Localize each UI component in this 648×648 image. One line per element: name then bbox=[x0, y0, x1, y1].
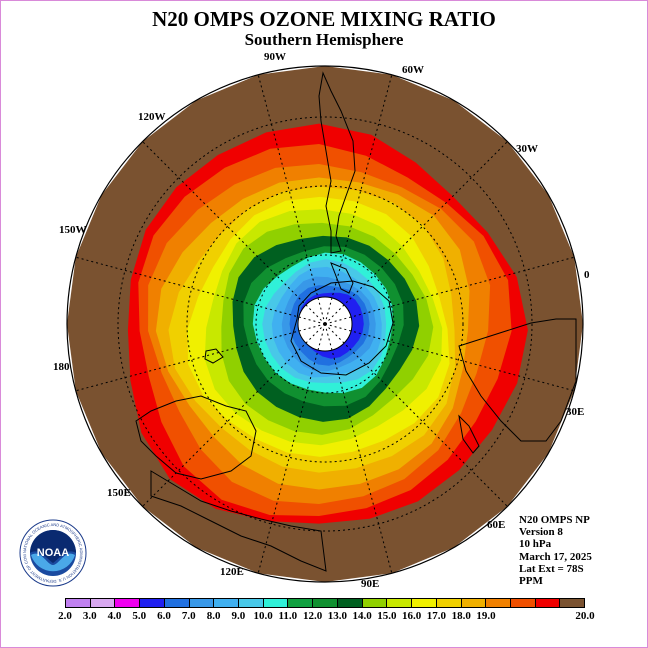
colorbar-tick-label: 13.0 bbox=[327, 610, 347, 622]
lon-label-150w: 150W bbox=[59, 224, 87, 236]
madagascar-coast bbox=[458, 414, 480, 454]
info-version: Version 8 bbox=[519, 526, 563, 539]
colorbar-tick-label: 16.0 bbox=[402, 610, 422, 622]
lon-label-60w: 60W bbox=[402, 64, 424, 76]
colorbar-swatch-17 bbox=[486, 599, 511, 607]
colorbar-swatch-9 bbox=[288, 599, 314, 607]
colorbar-swatch-20 bbox=[560, 599, 585, 607]
colorbar-swatch-19 bbox=[535, 599, 561, 607]
lon-label-30w: 30W bbox=[516, 143, 538, 155]
colorbar-tick-label: 4.0 bbox=[107, 610, 122, 622]
antarctica-coast bbox=[290, 280, 394, 376]
colorbar-swatch-11 bbox=[337, 599, 363, 607]
colorbar-swatch-8 bbox=[263, 599, 289, 607]
info-date: March 17, 2025 bbox=[519, 550, 592, 563]
indonesia-coast bbox=[150, 470, 327, 572]
colorbar-tick-label: 10.0 bbox=[253, 610, 273, 622]
latitude-circle-0 bbox=[255, 254, 395, 394]
colorbar-tick-label: 20.0 bbox=[575, 610, 595, 622]
lon-label-0: 0 bbox=[584, 269, 590, 281]
map-boundary bbox=[66, 65, 584, 583]
colorbar-tick-label: 19.0 bbox=[476, 610, 496, 622]
colorbar-swatch-16 bbox=[461, 599, 487, 607]
colorbar-ticks: 2.0 3.0 4.0 5.0 6.0 7.0 8.0 9.0 10.0 11.0 12.0 13.0… bbox=[1, 610, 647, 624]
lon-label-30e: 30E bbox=[566, 406, 585, 418]
map-title: N20 OMPS OZONE MIXING RATIO bbox=[152, 7, 496, 31]
latitude-circle-1 bbox=[186, 185, 464, 463]
colorbar-swatch-6 bbox=[214, 599, 240, 607]
colorbar-swatch-10 bbox=[313, 599, 338, 607]
colorbar-tick-label: 18.0 bbox=[451, 610, 471, 622]
colorbar-tick-label: 17.0 bbox=[426, 610, 447, 622]
info-units: PPM bbox=[519, 575, 543, 588]
lon-label-90w: 90W bbox=[264, 51, 286, 63]
colorbar-tick-label: 5.0 bbox=[132, 610, 147, 622]
new-zealand-coast bbox=[204, 348, 224, 364]
lon-label-180: 180 bbox=[53, 361, 70, 373]
map-subtitle: Southern Hemisphere bbox=[244, 30, 404, 49]
colorbar-tick-label: 9.0 bbox=[231, 610, 246, 622]
colorbar-swatch-14 bbox=[412, 599, 437, 607]
info-instrument: N20 OMPS NP bbox=[519, 514, 590, 526]
colorbar-swatch-3 bbox=[140, 599, 165, 607]
colorbar-swatch-13 bbox=[387, 599, 413, 607]
colorbar-swatch-4 bbox=[164, 599, 190, 607]
colorbar-swatch-18 bbox=[510, 599, 536, 607]
colorbar-tick-label: 14.0 bbox=[352, 610, 372, 622]
colorbar-tick-label: 8.0 bbox=[206, 610, 221, 622]
product-info: N20 OMPS NP Version 8 10 hPa March 17, 2… bbox=[519, 514, 592, 587]
colorbar-tick-label: 3.0 bbox=[82, 610, 97, 622]
colorbar bbox=[65, 598, 585, 608]
antarctic-peninsula bbox=[330, 262, 354, 294]
noaa-logo: NOAA NATIONAL OCEANIC AND ATMOSPHERIC AD… bbox=[19, 519, 87, 587]
latitude-circle-2 bbox=[117, 116, 533, 532]
colorbar-swatch-5 bbox=[189, 599, 215, 607]
colorbar-swatch-12 bbox=[362, 599, 388, 607]
colorbar-tick-label: 7.0 bbox=[181, 610, 196, 622]
lon-label-120w: 120W bbox=[138, 111, 166, 123]
colorbar-tick-label: 6.0 bbox=[157, 610, 171, 622]
lon-label-150e: 150E bbox=[107, 487, 131, 499]
colorbar-tick-label: 15.0 bbox=[377, 610, 397, 622]
lon-label-120e: 120E bbox=[220, 566, 244, 578]
lon-label-90e: 90E bbox=[361, 578, 380, 590]
colorbar-tick-label: 2.0 bbox=[58, 610, 72, 622]
colorbar-tick-label: 11.0 bbox=[278, 610, 298, 622]
info-lat-extent: Lat Ext = 78S bbox=[519, 562, 584, 575]
colorbar-tick-label: 12.0 bbox=[302, 610, 323, 622]
noaa-logo-text: NOAA bbox=[37, 547, 69, 559]
colorbar-swatch-0 bbox=[66, 599, 91, 607]
australia-coast bbox=[135, 395, 257, 480]
south-america-coast bbox=[318, 71, 356, 254]
lon-label-60e: 60E bbox=[487, 519, 506, 531]
colorbar-swatch-2 bbox=[115, 599, 141, 607]
colorbar-swatch-15 bbox=[436, 599, 462, 607]
info-pressure-level: 10 hPa bbox=[519, 538, 552, 551]
colorbar-swatch-1 bbox=[90, 599, 116, 607]
africa-coast bbox=[458, 318, 577, 442]
colorbar-swatch-7 bbox=[239, 599, 264, 607]
